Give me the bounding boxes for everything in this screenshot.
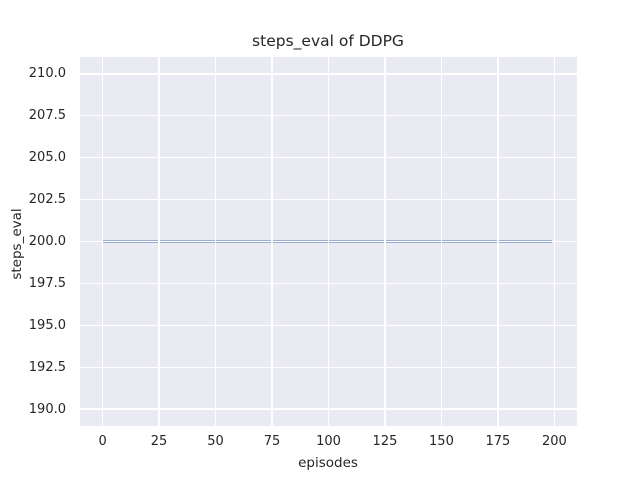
y-tick-label: 190.0 bbox=[28, 401, 66, 417]
x-tick-label: 75 bbox=[263, 434, 281, 449]
y-tick-label: 195.0 bbox=[28, 317, 66, 333]
y-gridline bbox=[80, 408, 577, 410]
plot-area bbox=[80, 57, 577, 426]
x-tick-label: 50 bbox=[207, 434, 224, 449]
y-gridline bbox=[80, 240, 577, 243]
y-gridline bbox=[80, 282, 577, 285]
y-gridline bbox=[80, 156, 577, 159]
y-tick-label: 205.0 bbox=[28, 150, 66, 166]
y-tick-label: 192.5 bbox=[28, 359, 66, 375]
x-tick-label: 150 bbox=[429, 434, 454, 449]
y-gridline bbox=[80, 73, 577, 75]
y-tick-label: 197.5 bbox=[28, 275, 66, 291]
y-gridline bbox=[80, 198, 577, 201]
y-tick-label: 207.5 bbox=[28, 108, 66, 124]
x-tick-label: 125 bbox=[372, 434, 398, 449]
x-axis-label: episodes bbox=[298, 455, 358, 471]
y-tick-label: 200.0 bbox=[28, 234, 66, 249]
y-tick-label: 202.5 bbox=[28, 192, 66, 208]
y-gridline bbox=[80, 114, 577, 117]
x-tick-label: 25 bbox=[150, 434, 168, 449]
x-tick-label: 200 bbox=[541, 434, 567, 449]
y-tick-label: 210.0 bbox=[28, 66, 66, 82]
y-gridline bbox=[80, 366, 577, 369]
x-tick-label: 100 bbox=[316, 434, 341, 449]
chart-title: steps_eval of DDPG bbox=[252, 32, 404, 50]
y-gridline bbox=[80, 324, 577, 327]
x-tick-label: 175 bbox=[485, 434, 511, 449]
x-tick-label: 0 bbox=[98, 434, 107, 449]
